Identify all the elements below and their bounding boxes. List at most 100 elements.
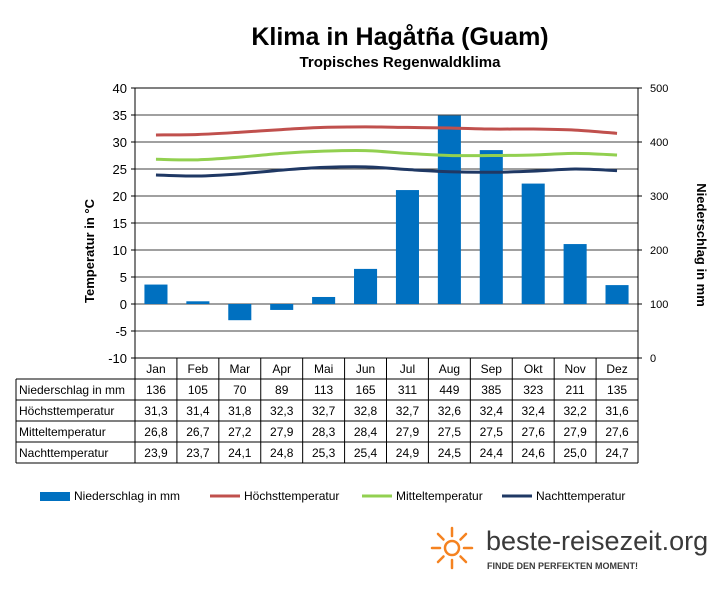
- category-label: Nov: [564, 362, 585, 376]
- legend-label: Nachttemperatur: [536, 489, 625, 503]
- left-tick-label: 30: [113, 135, 127, 150]
- sun-icon: [430, 526, 474, 570]
- bar-nov: [563, 244, 587, 304]
- category-label: Sep: [481, 362, 503, 376]
- table-cell: 31,3: [144, 404, 168, 418]
- bar-mar: [228, 304, 252, 321]
- legend-swatch: [40, 492, 70, 501]
- left-tick-label: 20: [113, 189, 127, 204]
- table-cell: 70: [233, 383, 247, 397]
- category-label: Jan: [146, 362, 165, 376]
- table-cell: 23,9: [144, 446, 168, 460]
- table-cell: 27,9: [563, 425, 587, 439]
- left-tick-label: 0: [120, 297, 127, 312]
- table-cell: 32,7: [312, 404, 336, 418]
- category-label: Aug: [439, 362, 460, 376]
- table-cell: 31,6: [605, 404, 629, 418]
- bar-jun: [354, 268, 378, 304]
- table-row-header: Höchsttemperatur: [19, 404, 114, 418]
- right-tick-label: 400: [650, 137, 668, 149]
- left-axis-title: Temperatur in °C: [82, 198, 97, 303]
- table-cell: 24,4: [480, 446, 504, 460]
- table-cell: 31,8: [228, 404, 252, 418]
- legend: Niederschlag in mm Höchsttemperatur Mittel…: [40, 489, 625, 503]
- bar-sep: [479, 150, 503, 304]
- table-cell: 136: [146, 383, 166, 397]
- table-cell: 25,4: [354, 446, 378, 460]
- line-nachttemperatur: [155, 165, 618, 178]
- table-cell: 32,4: [522, 404, 546, 418]
- table-cell: 27,6: [522, 425, 546, 439]
- category-label: Jun: [356, 362, 375, 376]
- table-cell: 311: [398, 383, 417, 397]
- table-cell: 23,7: [186, 446, 210, 460]
- chart-title: Klima in Hagåtña (Guam): [251, 23, 548, 51]
- category-label: Jul: [400, 362, 415, 376]
- table-cell: 24,1: [228, 446, 252, 460]
- line-höchsttemperatur: [155, 125, 618, 137]
- bar-dez: [605, 285, 629, 304]
- category-label: Mai: [314, 362, 333, 376]
- bar-aug: [437, 115, 461, 304]
- right-tick-label: 0: [650, 353, 656, 365]
- right-tick-label: 500: [650, 83, 668, 95]
- left-tick-label: 15: [113, 216, 127, 231]
- logo-site-name: beste-reisezeit.org: [486, 526, 708, 556]
- category-label: Mar: [229, 362, 250, 376]
- table-cell: 31,4: [186, 404, 210, 418]
- table-cell: 25,3: [312, 446, 336, 460]
- bar-feb: [186, 301, 210, 304]
- table-row-header: Niederschlag in mm: [19, 383, 125, 397]
- table-cell: 27,2: [228, 425, 252, 439]
- table-cell: 323: [523, 383, 543, 397]
- left-tick-label: -10: [108, 351, 127, 366]
- table-cell: 27,6: [605, 425, 629, 439]
- table-cell: 26,8: [144, 425, 168, 439]
- category-label: Okt: [524, 362, 543, 376]
- table-cell: 28,3: [312, 425, 336, 439]
- bar-jul: [395, 190, 419, 304]
- table-cell: 24,7: [605, 446, 629, 460]
- table-cell: 25,0: [563, 446, 587, 460]
- site-logo[interactable]: beste-reisezeit.org FINDE DEN PERFEKTEN …: [430, 526, 708, 571]
- bar-okt: [521, 183, 545, 304]
- left-tick-label: 25: [113, 162, 127, 177]
- bar-jan: [144, 284, 168, 304]
- bar-apr: [270, 304, 294, 310]
- legend-label: Mitteltemperatur: [396, 489, 483, 503]
- table-cell: 24,5: [438, 446, 462, 460]
- table-cell: 27,9: [270, 425, 294, 439]
- table-cell: 32,8: [354, 404, 378, 418]
- right-axis-title: Niederschlag in mm: [694, 183, 709, 307]
- line-mitteltemperatur: [155, 149, 618, 162]
- table-cell: 32,4: [480, 404, 504, 418]
- chart-subtitle: Tropisches Regenwaldklima: [300, 54, 502, 71]
- left-tick-label: 10: [113, 243, 127, 258]
- table-cell: 32,2: [563, 404, 587, 418]
- category-label: Feb: [188, 362, 209, 376]
- table-cell: 89: [275, 383, 289, 397]
- table-cell: 24,6: [522, 446, 546, 460]
- table-cell: 27,9: [396, 425, 420, 439]
- table-cell: 24,8: [270, 446, 294, 460]
- bar-mai: [312, 296, 336, 304]
- legend-label: Höchsttemperatur: [244, 489, 339, 503]
- table-cell: 449: [439, 383, 459, 397]
- table-cell: 32,6: [438, 404, 462, 418]
- table-cell: 165: [356, 383, 376, 397]
- right-tick-label: 100: [650, 299, 668, 311]
- right-tick-label: 200: [650, 245, 668, 257]
- left-tick-label: 5: [120, 270, 127, 285]
- table-cell: 28,4: [354, 425, 378, 439]
- left-tick-label: 35: [113, 108, 127, 123]
- data-table: Jan Feb Mar Apr Mai Jun Jul Aug Sep Okt Nov Dez Nied…: [15, 357, 639, 464]
- right-tick-label: 300: [650, 191, 668, 203]
- logo-tagline: FINDE DEN PERFEKTEN MOMENT!: [487, 561, 638, 571]
- table-cell: 113: [314, 383, 333, 397]
- table-cell: 135: [607, 383, 627, 397]
- left-tick-label: -5: [115, 324, 127, 339]
- left-tick-label: 40: [113, 81, 127, 96]
- table-cell: 211: [566, 383, 585, 397]
- table-cell: 385: [481, 383, 501, 397]
